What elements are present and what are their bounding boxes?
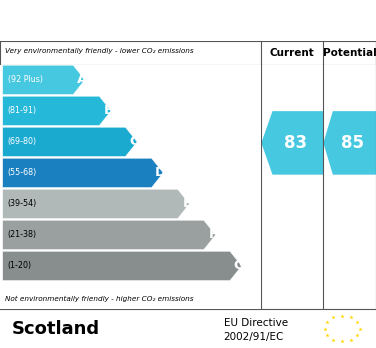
Text: Potential: Potential xyxy=(323,48,376,58)
Text: (69-80): (69-80) xyxy=(8,137,37,147)
Polygon shape xyxy=(3,127,137,157)
Text: 2002/91/EC: 2002/91/EC xyxy=(224,332,284,342)
Text: (21-38): (21-38) xyxy=(8,230,37,239)
Text: Current: Current xyxy=(270,48,315,58)
Text: D: D xyxy=(155,166,166,180)
Polygon shape xyxy=(3,65,85,95)
Text: (55-68): (55-68) xyxy=(8,168,37,177)
Text: E: E xyxy=(182,197,191,211)
Polygon shape xyxy=(3,189,190,219)
Text: Very environmentally friendly - lower CO₂ emissions: Very environmentally friendly - lower CO… xyxy=(5,48,194,54)
Text: 83: 83 xyxy=(284,134,307,152)
Text: F: F xyxy=(208,228,218,242)
Polygon shape xyxy=(323,111,376,175)
Polygon shape xyxy=(3,220,215,250)
Text: Environmental Impact (CO₂) Rating: Environmental Impact (CO₂) Rating xyxy=(43,13,333,28)
Text: (39-54): (39-54) xyxy=(8,199,37,208)
Text: (1-20): (1-20) xyxy=(8,261,32,270)
Polygon shape xyxy=(3,96,111,126)
Polygon shape xyxy=(3,251,242,280)
Text: C: C xyxy=(130,135,139,148)
Text: Scotland: Scotland xyxy=(11,319,99,338)
Polygon shape xyxy=(261,111,323,175)
Text: G: G xyxy=(233,259,244,272)
Text: Not environmentally friendly - higher CO₂ emissions: Not environmentally friendly - higher CO… xyxy=(5,296,194,302)
Text: 85: 85 xyxy=(341,134,364,152)
Polygon shape xyxy=(3,158,163,188)
Text: (92 Plus): (92 Plus) xyxy=(8,76,43,84)
Text: EU Directive: EU Directive xyxy=(224,318,288,328)
Text: B: B xyxy=(103,104,114,117)
Text: A: A xyxy=(77,73,88,86)
Text: (81-91): (81-91) xyxy=(8,106,37,116)
